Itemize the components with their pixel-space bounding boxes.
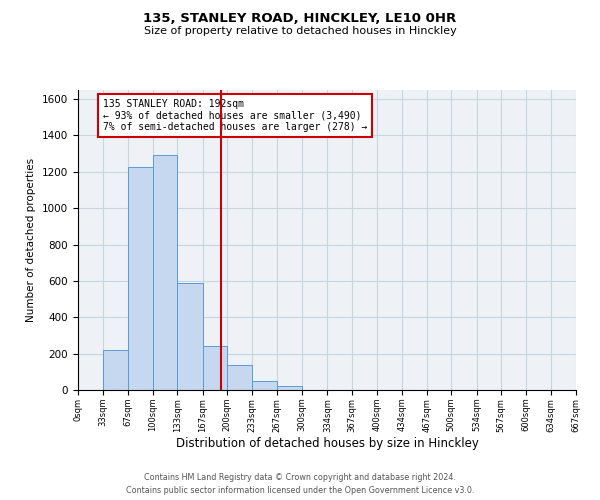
Bar [103,350,128,390]
Text: Size of property relative to detached houses in Hinckley: Size of property relative to detached ho… [143,26,457,36]
Text: 135 STANLEY ROAD: 192sqm
← 93% of detached houses are smaller (3,490)
7% of semi: 135 STANLEY ROAD: 192sqm ← 93% of detach… [103,99,367,132]
Bar [128,168,152,390]
Text: Contains HM Land Registry data © Crown copyright and database right 2024.
Contai: Contains HM Land Registry data © Crown c… [126,474,474,495]
X-axis label: Distribution of detached houses by size in Hinckley: Distribution of detached houses by size … [176,437,478,450]
Bar [277,386,302,390]
Bar [227,364,252,390]
Bar [252,381,277,390]
Bar [203,346,227,390]
Bar [152,156,178,390]
Text: 135, STANLEY ROAD, HINCKLEY, LE10 0HR: 135, STANLEY ROAD, HINCKLEY, LE10 0HR [143,12,457,26]
Bar [178,282,203,390]
Y-axis label: Number of detached properties: Number of detached properties [26,158,37,322]
